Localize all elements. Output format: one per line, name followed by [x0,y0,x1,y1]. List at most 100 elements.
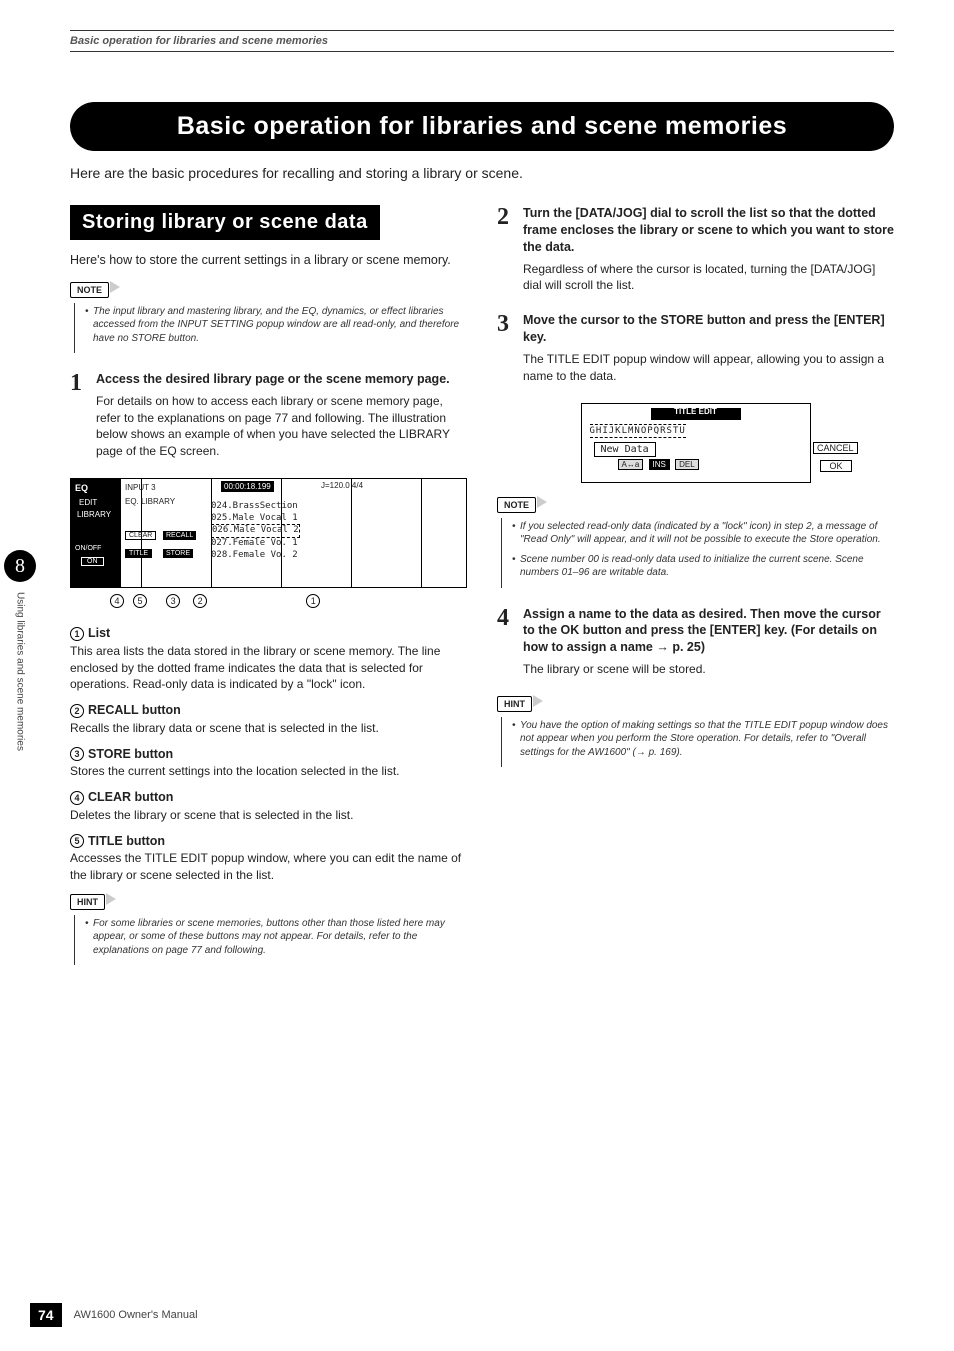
screen-onoff: ON/OFF [75,545,101,552]
screen-timecode: 00:00:18.199 [221,481,274,492]
note-block-right: NOTE If you selected read-only data (ind… [497,497,894,588]
section-title: Storing library or scene data [70,205,380,240]
item-num: 1 [70,627,84,641]
step-head: Turn the [DATA/JOG] dial to scroll the l… [523,205,894,256]
screen-list-item: 027.Female Vo. 1 [211,538,300,550]
columns: Storing library or scene data Here's how… [70,205,894,983]
item-label-text: RECALL button [88,703,181,717]
screen-list-item: 028.Female Vo. 2 [211,550,300,562]
screen-info: INPUT 3 [125,483,156,492]
callout-marker: 2 [193,594,207,608]
screen-sublabel: EQ. LIBRARY [125,497,175,506]
popup-cancel: CANCEL [813,442,858,454]
callout-marker: 4 [110,594,124,608]
screen-panel-title: EQ [75,483,88,493]
item-num: 3 [70,747,84,761]
chapter-number: 8 [4,550,36,582]
callout-marker: 5 [133,594,147,608]
screen-list-item: 026.Male Vocal 2 [211,524,300,538]
callouts-row: 4 5 3 2 1 [110,594,467,608]
popup-ok: OK [820,460,851,472]
rule-top [70,30,894,31]
step-number: 2 [497,205,515,302]
callout-marker: 1 [306,594,320,608]
chapter-intro: Here are the basic procedures for recall… [70,165,894,181]
item-5: 5 TITLE button Accesses the TITLE EDIT po… [70,834,467,884]
screen-btn-recall: RECALL [163,531,196,540]
manual-name: AW1600 Owner's Manual [74,1309,198,1321]
item-text: Deletes the library or scene that is sel… [70,807,467,824]
popup-field: New Data [594,442,656,457]
note-label: NOTE [70,282,109,298]
screen-list-item: 024.BrassSection [211,501,300,513]
chapter-banner: Basic operation for libraries and scene … [70,102,894,151]
side-tab-text: Using libraries and scene memories [15,592,26,812]
hint-label: HINT [497,696,532,712]
step-2: 2 Turn the [DATA/JOG] dial to scroll the… [497,205,894,302]
item-label-text: CLEAR button [88,790,173,804]
step-head: Move the cursor to the STORE button and … [523,312,894,346]
item-label-text: TITLE button [88,834,165,848]
item-1: 1 List This area lists the data stored in… [70,626,467,693]
item-num: 5 [70,834,84,848]
running-head: Basic operation for libraries and scene … [70,35,894,52]
step-number: 3 [497,312,515,392]
popup-charrow: GHIJKLMNOPQRSTU [590,424,686,438]
step-head: Access the desired library page or the s… [96,371,467,388]
item-4: 4 CLEAR button Deletes the library or sce… [70,790,467,824]
screen-btn-clear: CLEAR [125,531,156,540]
item-num: 4 [70,791,84,805]
eq-library-screenshot: EQ INPUT 3 00:00:18.199 J=120.0 4/4 EDIT… [70,478,467,588]
item-label-text: List [88,626,110,640]
step-body: The TITLE EDIT popup window will appear,… [523,351,894,385]
item-text: Stores the current settings into the loc… [70,763,467,780]
step-number: 1 [70,371,88,468]
step-3: 3 Move the cursor to the STORE button an… [497,312,894,392]
step-4: 4 Assign a name to the data as desired. … [497,606,894,686]
hint-item: For some libraries or scene memories, bu… [85,917,467,958]
hint-body: For some libraries or scene memories, bu… [74,915,467,966]
screen-tab-library: LIBRARY [75,509,113,520]
section-intro: Here's how to store the current settings… [70,252,467,270]
chapter-title: Basic operation for libraries and scene … [177,112,787,140]
step-number: 4 [497,606,515,686]
note-item: If you selected read-only data (indicate… [512,520,894,547]
step-body: Regardless of where the cursor is locate… [523,261,894,295]
hint-label: HINT [70,894,105,910]
note-block: NOTE The input library and mastering lib… [70,282,467,354]
page-number: 74 [30,1303,62,1327]
hint-block: HINT For some libraries or scene memorie… [70,894,467,966]
note-body: The input library and mastering library,… [74,303,467,354]
note-label: NOTE [497,497,536,513]
item-text: Accesses the TITLE EDIT popup window, wh… [70,850,467,884]
screen-list-item: 025.Male Vocal 1 [211,513,300,525]
screen-btn-title: TITLE [125,549,152,558]
hint-item: You have the option of making settings s… [512,719,894,760]
section-title-wrap: Storing library or scene data [70,205,467,252]
item-num: 2 [70,704,84,718]
step-body: For details on how to access each librar… [96,393,467,460]
popup-btn-del: DEL [675,459,699,470]
page: Basic operation for libraries and scene … [0,0,954,1351]
screen-on: ON [81,557,104,566]
item-text: Recalls the library data or scene that i… [70,720,467,737]
column-left: Storing library or scene data Here's how… [70,205,467,983]
step-head: Assign a name to the data as desired. Th… [523,606,894,657]
note-item: Scene number 00 is read-only data used t… [512,553,894,580]
popup-btn-ins: INS [649,459,670,470]
step-1: 1 Access the desired library page or the… [70,371,467,468]
screen-btn-store: STORE [163,549,193,558]
item-2: 2 RECALL button Recalls the library data … [70,703,467,737]
side-tab: 8 Using libraries and scene memories [0,550,40,812]
callout-marker: 3 [166,594,180,608]
item-label-text: STORE button [88,747,173,761]
hint-block-right: HINT You have the option of making setti… [497,696,894,768]
screen-tempo: J=120.0 4/4 [321,481,363,490]
column-right: 2 Turn the [DATA/JOG] dial to scroll the… [497,205,894,983]
screen-tab-edit: EDIT [75,497,101,508]
popup-title: TITLE EDIT [674,407,717,416]
footer: 74 AW1600 Owner's Manual [0,1303,198,1327]
popup-btn-shift: A↔a [618,459,644,470]
item-text: This area lists the data stored in the l… [70,643,467,693]
step-body: The library or scene will be stored. [523,661,894,678]
